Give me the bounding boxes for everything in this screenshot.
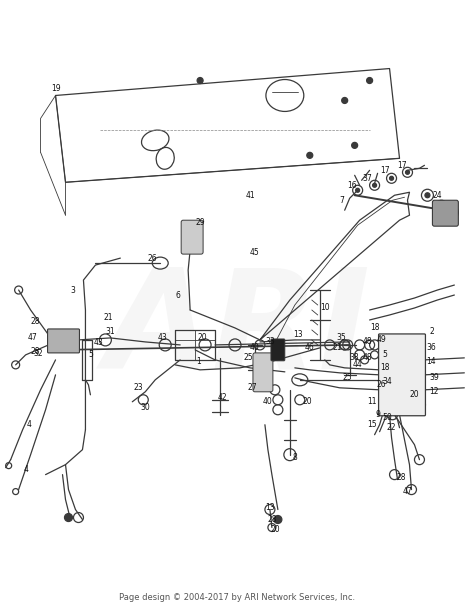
Circle shape xyxy=(197,77,203,83)
Text: 20: 20 xyxy=(270,525,280,534)
Text: 18: 18 xyxy=(380,364,389,372)
Text: 24: 24 xyxy=(433,191,442,200)
Circle shape xyxy=(356,188,360,192)
Circle shape xyxy=(405,170,410,174)
Text: 42: 42 xyxy=(217,394,227,402)
Text: 25: 25 xyxy=(343,373,353,383)
Text: 28: 28 xyxy=(31,348,40,356)
Ellipse shape xyxy=(437,204,458,223)
Text: 23: 23 xyxy=(134,383,143,392)
Text: 18: 18 xyxy=(370,324,379,332)
Text: 47: 47 xyxy=(402,487,412,496)
Text: 27: 27 xyxy=(247,383,257,392)
Text: 22: 22 xyxy=(387,423,396,432)
Text: 38: 38 xyxy=(350,353,359,362)
Text: 13: 13 xyxy=(293,330,302,340)
Text: 5: 5 xyxy=(382,351,387,359)
Text: 21: 21 xyxy=(333,343,342,352)
Circle shape xyxy=(307,153,313,158)
Text: 41: 41 xyxy=(245,191,255,200)
Circle shape xyxy=(366,77,373,83)
Circle shape xyxy=(342,97,347,104)
Text: 25: 25 xyxy=(243,353,253,362)
Text: 44: 44 xyxy=(353,360,363,370)
Text: 17: 17 xyxy=(397,161,406,170)
Text: ARI: ARI xyxy=(104,262,370,397)
Text: 49: 49 xyxy=(377,335,386,345)
Text: 9: 9 xyxy=(375,410,380,419)
Circle shape xyxy=(64,514,73,522)
Text: 43: 43 xyxy=(93,338,103,348)
Text: 20: 20 xyxy=(410,390,419,399)
Text: 29: 29 xyxy=(195,218,205,227)
Text: 50: 50 xyxy=(383,413,392,422)
Text: 12: 12 xyxy=(429,387,439,397)
Text: 39: 39 xyxy=(429,373,439,383)
Text: 28: 28 xyxy=(397,473,406,482)
Text: 8: 8 xyxy=(292,453,297,462)
Text: 28: 28 xyxy=(31,318,40,327)
Text: 5: 5 xyxy=(88,351,93,359)
Text: 17: 17 xyxy=(380,166,389,175)
Text: 1: 1 xyxy=(196,357,201,367)
Text: 48: 48 xyxy=(363,353,373,362)
Text: 36: 36 xyxy=(427,343,436,352)
FancyBboxPatch shape xyxy=(181,220,203,254)
Text: 19: 19 xyxy=(51,84,60,93)
Text: 28: 28 xyxy=(267,515,277,524)
Text: 4: 4 xyxy=(26,421,31,429)
FancyBboxPatch shape xyxy=(47,329,80,353)
Text: 35: 35 xyxy=(337,333,346,343)
FancyBboxPatch shape xyxy=(271,339,285,361)
Text: 3: 3 xyxy=(70,286,75,294)
Text: 34: 34 xyxy=(383,378,392,386)
Text: 31: 31 xyxy=(106,327,115,337)
Circle shape xyxy=(425,192,430,198)
Text: 21: 21 xyxy=(104,313,113,322)
Text: 11: 11 xyxy=(367,397,376,406)
Circle shape xyxy=(390,177,393,180)
Circle shape xyxy=(274,516,282,524)
Text: 26: 26 xyxy=(147,254,157,262)
Text: 20: 20 xyxy=(197,333,207,343)
Text: 37: 37 xyxy=(363,174,373,183)
Text: 7: 7 xyxy=(339,196,344,205)
Text: 43: 43 xyxy=(157,333,167,343)
Circle shape xyxy=(439,204,444,208)
Text: 13: 13 xyxy=(265,503,275,512)
Text: 30: 30 xyxy=(140,403,150,413)
Circle shape xyxy=(352,142,358,148)
Text: 40: 40 xyxy=(263,397,273,406)
Text: 33: 33 xyxy=(265,337,275,346)
Text: 32: 32 xyxy=(34,349,44,359)
FancyBboxPatch shape xyxy=(379,334,426,416)
Text: 6: 6 xyxy=(176,291,181,300)
FancyBboxPatch shape xyxy=(253,353,273,392)
FancyBboxPatch shape xyxy=(432,200,458,226)
Text: 10: 10 xyxy=(320,303,329,313)
Text: 15: 15 xyxy=(367,421,376,429)
Text: 4: 4 xyxy=(23,465,28,474)
Text: 48: 48 xyxy=(363,337,373,346)
Text: 2: 2 xyxy=(429,327,434,337)
Text: 14: 14 xyxy=(427,357,436,367)
Text: 16: 16 xyxy=(347,181,356,190)
Text: 46: 46 xyxy=(305,343,315,352)
Text: 40: 40 xyxy=(250,343,260,352)
Text: 20: 20 xyxy=(303,397,313,406)
Text: 47: 47 xyxy=(27,333,37,343)
Circle shape xyxy=(373,183,376,187)
Text: 26: 26 xyxy=(377,380,386,389)
Text: Page design © 2004-2017 by ARI Network Services, Inc.: Page design © 2004-2017 by ARI Network S… xyxy=(119,593,355,602)
Text: 45: 45 xyxy=(250,248,260,257)
